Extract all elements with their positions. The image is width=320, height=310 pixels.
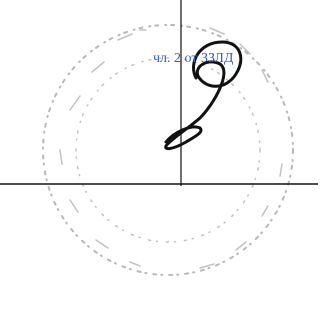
scan: чл. 2 от ЗЗЛД — [0, 0, 318, 310]
page: чл. 2 от ЗЗЛД (() => { const data = JSON… — [0, 0, 318, 310]
redaction-note: чл. 2 от ЗЗЛД — [153, 51, 234, 66]
background — [0, 0, 318, 310]
